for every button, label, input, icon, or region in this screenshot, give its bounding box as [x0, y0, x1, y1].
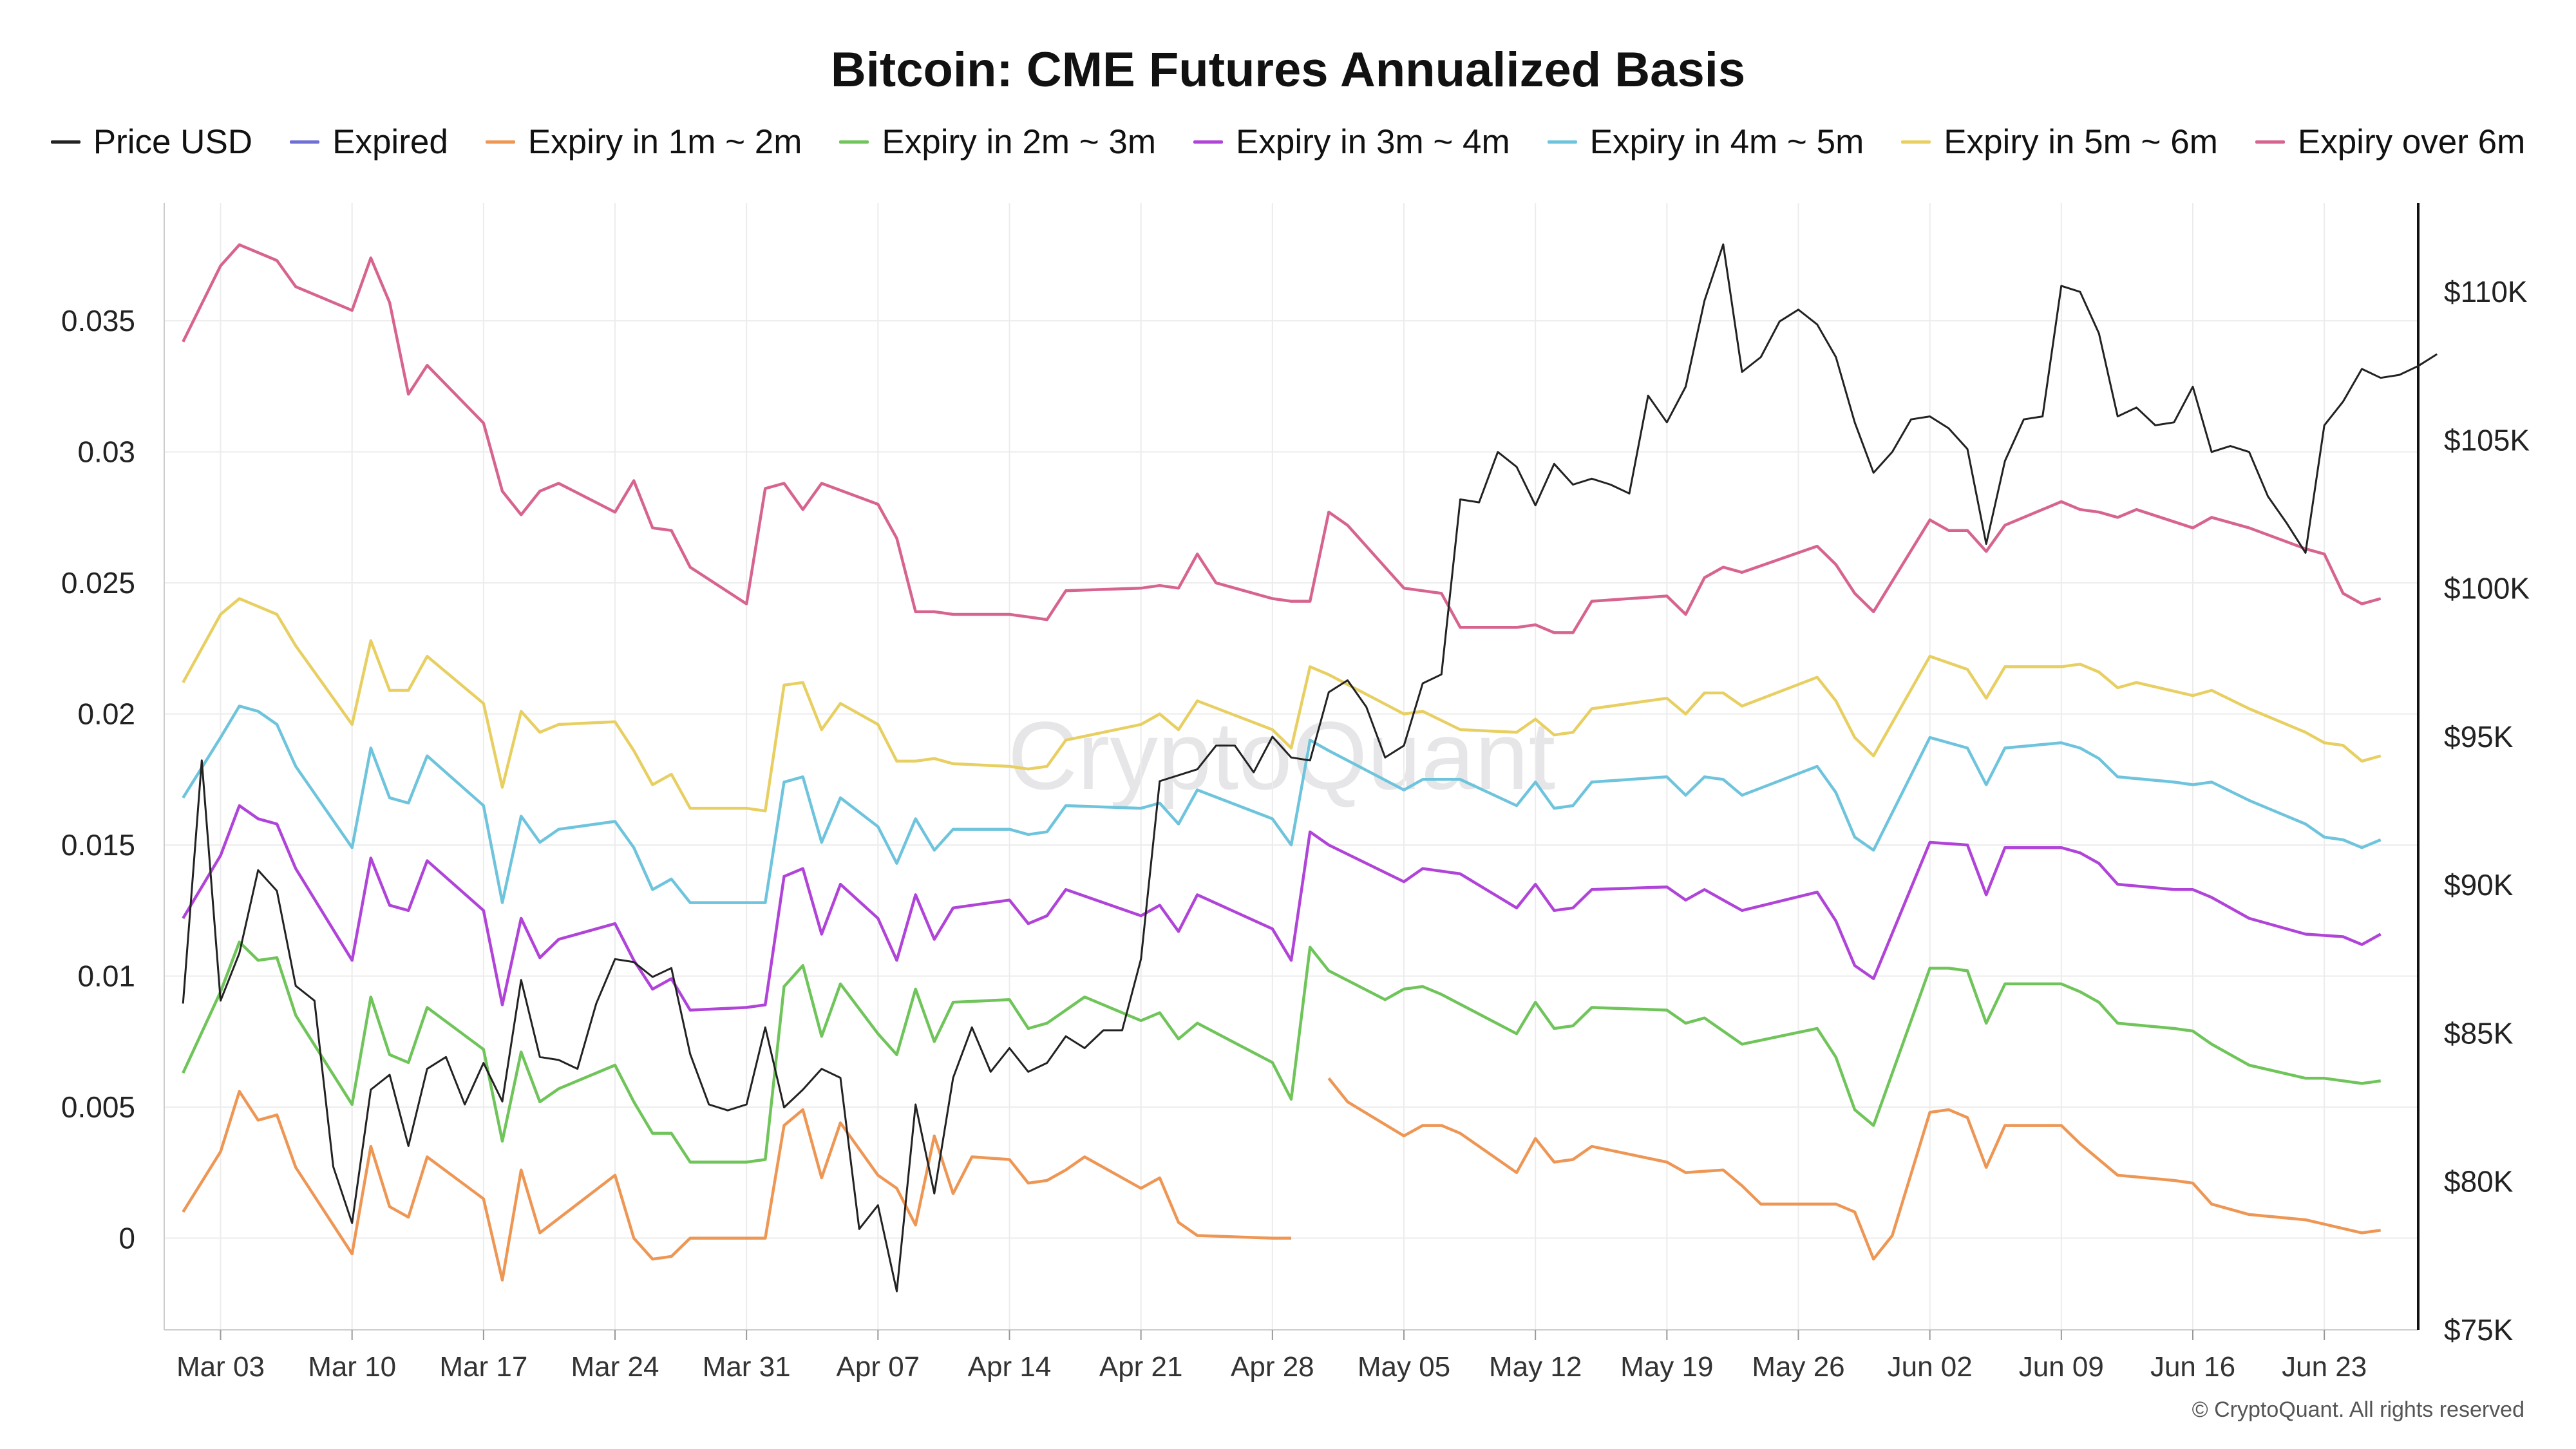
legend-item[interactable]: Expiry in 2m ~ 3m	[839, 122, 1156, 162]
legend-item[interactable]: Expiry in 4m ~ 5m	[1547, 122, 1864, 162]
y-right-tick-label: $90K	[2444, 868, 2514, 902]
legend-swatch	[290, 140, 320, 144]
x-axis-ticks: Mar 03 Mar 10 Mar 17 Mar 24 Mar 31 Apr 07 Apr …	[176, 1330, 2367, 1383]
legend-swatch	[839, 140, 869, 144]
x-tick-label: Jun 09	[2019, 1351, 2104, 1383]
series-line-expiry-over-6m[interactable]	[182, 243, 2382, 634]
right-axis-ticks: $75K $80K $85K $90K $95K $100K $105K $110K	[2444, 275, 2530, 1347]
x-tick-label: Jun 02	[1888, 1351, 1973, 1383]
y-right-tick-label: $85K	[2444, 1016, 2514, 1050]
y-left-tick-label: 0.005	[61, 1090, 135, 1124]
legend-item[interactable]: Expiry in 3m ~ 4m	[1193, 122, 1510, 162]
legend-label: Expired	[332, 123, 448, 161]
x-tick-label: Mar 03	[176, 1351, 265, 1383]
legend-label: Price USD	[93, 123, 253, 161]
x-tick-label: May 05	[1358, 1351, 1450, 1383]
legend: Price USD Expired Expiry in 1m ~ 2m Expiry …	[0, 122, 2576, 162]
y-left-tick-label: 0.01	[77, 960, 135, 993]
x-tick-label: Jun 23	[2282, 1351, 2367, 1383]
watermark: CryptoQuant	[1008, 701, 1555, 810]
y-right-tick-label: $105K	[2444, 423, 2530, 457]
legend-swatch	[485, 140, 515, 144]
legend-label: Expiry in 1m ~ 2m	[527, 123, 802, 161]
legend-label: Expiry in 4m ~ 5m	[1589, 123, 1864, 161]
legend-item[interactable]: Expiry in 1m ~ 2m	[485, 122, 802, 162]
legend-swatch	[50, 140, 80, 144]
series-line-expiry-in-1m-2m[interactable]	[182, 1090, 1291, 1282]
y-left-tick-label: 0.015	[61, 828, 135, 862]
x-tick-label: May 12	[1489, 1351, 1582, 1383]
legend-swatch	[1901, 140, 1931, 144]
chart-title: Bitcoin: CME Futures Annualized Basis	[830, 43, 1746, 97]
x-tick-label: Apr 28	[1231, 1351, 1314, 1383]
left-axis-ticks: 0 0.005 0.01 0.015 0.02 0.025 0.03 0.035	[61, 304, 135, 1255]
x-tick-label: Mar 24	[571, 1351, 659, 1383]
x-tick-label: Mar 31	[703, 1351, 791, 1383]
legend-label: Expiry in 2m ~ 3m	[882, 123, 1157, 161]
axes	[164, 203, 2420, 1331]
y-right-tick-label: $100K	[2444, 572, 2530, 605]
y-left-tick-label: 0.02	[77, 697, 135, 731]
x-tick-label: May 26	[1752, 1351, 1844, 1383]
x-tick-label: May 19	[1620, 1351, 1713, 1383]
legend-swatch	[1193, 140, 1224, 144]
series-line-expiry-in-5m-6m[interactable]	[182, 597, 2382, 813]
series-line-expiry-in-1m-2m[interactable]	[1327, 1077, 2382, 1261]
x-tick-label: Apr 14	[968, 1351, 1052, 1383]
series-line-price-usd[interactable]	[182, 243, 2438, 1293]
x-tick-label: Mar 17	[439, 1351, 527, 1383]
legend-label: Expiry in 3m ~ 4m	[1236, 123, 1510, 161]
x-tick-label: Mar 10	[308, 1351, 396, 1383]
legend-item[interactable]: Expiry in 5m ~ 6m	[1901, 122, 2218, 162]
y-right-tick-label: $110K	[2444, 275, 2528, 308]
y-right-tick-label: $95K	[2444, 720, 2514, 753]
legend-item[interactable]: Expiry over 6m	[2255, 122, 2525, 162]
y-right-tick-label: $80K	[2444, 1165, 2514, 1198]
x-tick-label: Apr 07	[837, 1351, 920, 1383]
x-tick-label: Jun 16	[2150, 1351, 2235, 1383]
legend-item[interactable]: Price USD	[50, 122, 253, 162]
legend-label: Expiry in 5m ~ 6m	[1944, 123, 2218, 161]
series-layer	[182, 243, 2438, 1293]
x-tick-label: Apr 21	[1099, 1351, 1183, 1383]
y-left-tick-label: 0	[118, 1222, 135, 1255]
legend-swatch	[1547, 140, 1577, 144]
legend-item[interactable]: Expired	[290, 122, 448, 162]
y-right-tick-label: $75K	[2444, 1313, 2514, 1347]
series-line-expiry-in-2m-3m[interactable]	[182, 940, 2382, 1164]
y-left-tick-label: 0.03	[77, 435, 135, 469]
legend-label: Expiry over 6m	[2297, 123, 2526, 161]
series-line-expiry-in-3m-4m[interactable]	[182, 804, 2382, 1012]
y-left-tick-label: 0.035	[61, 304, 135, 337]
copyright-notice: © CryptoQuant. All rights reserved	[2192, 1397, 2524, 1422]
legend-swatch	[2255, 140, 2285, 144]
series-line-expiry-in-4m-5m[interactable]	[182, 705, 2382, 904]
y-left-tick-label: 0.025	[61, 566, 135, 600]
